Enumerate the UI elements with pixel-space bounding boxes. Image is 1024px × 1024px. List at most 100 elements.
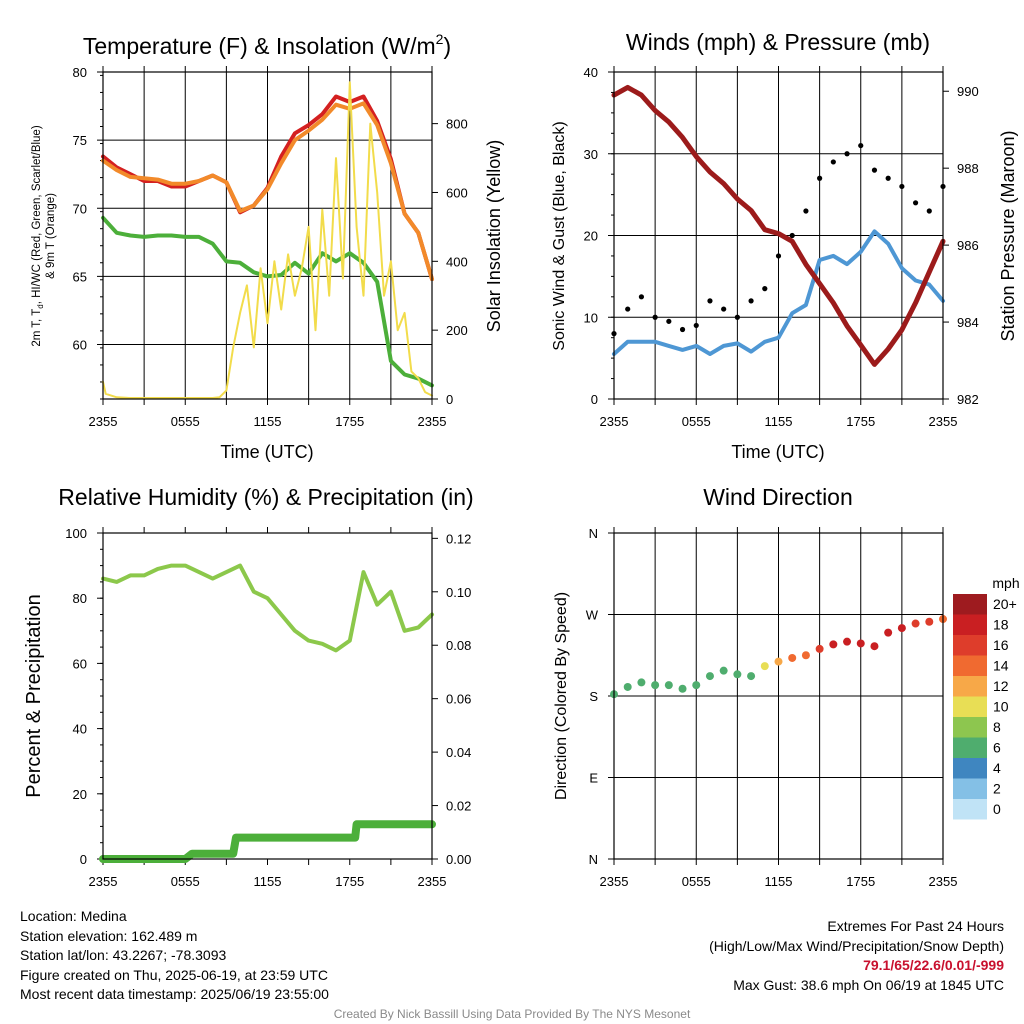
colorbar-label: 12	[993, 678, 1009, 694]
series-line	[102, 81, 433, 399]
colorbar-label: 2	[993, 781, 1001, 797]
data-point	[666, 318, 672, 324]
y2-tick-label: 986	[957, 238, 979, 253]
series-line	[99, 820, 436, 863]
y-tick-label: E	[589, 771, 598, 786]
extremes-values: 79.1/65/22.6/0.01/-999	[863, 957, 1004, 973]
y-tick-label: 100	[65, 526, 87, 541]
colorbar-label: 16	[993, 637, 1009, 653]
data-point	[815, 644, 824, 653]
temperature-ylabel-left-line2: & 9m T (Orange)	[45, 193, 57, 279]
y-tick-label: N	[589, 526, 598, 541]
humidity-ylabel-left: Percent & Precipitation	[23, 594, 45, 797]
y2-tick-label: 0.02	[446, 799, 471, 814]
colorbar-label: 10	[993, 699, 1009, 715]
x-tick-label: 2355	[929, 874, 958, 889]
data-point	[775, 253, 782, 259]
y2-tick-label: 0.06	[446, 692, 471, 707]
data-point	[652, 314, 658, 320]
max-gust: Max Gust: 38.6 mph On 06/19 at 1845 UTC	[733, 976, 1004, 993]
x-tick-label: 1755	[846, 414, 875, 429]
y-tick-label: 0	[80, 852, 87, 867]
colorbar-swatch	[953, 758, 987, 779]
data-point	[774, 657, 783, 666]
y2-tick-label: 400	[446, 254, 468, 269]
extremes-info: Extremes For Past 24 Hours (High/Low/Max…	[709, 917, 1004, 995]
temperature-xlabel: Time (UTC)	[220, 442, 313, 462]
y-tick-label: 75	[73, 133, 87, 148]
station-elevation: Station elevation: 162.489 m	[20, 927, 198, 944]
x-tick-label: 2355	[600, 414, 629, 429]
data-point	[856, 639, 865, 648]
x-tick-label: 1755	[846, 874, 875, 889]
data-point	[721, 306, 727, 312]
colorbar-swatch	[953, 614, 987, 635]
data-point	[734, 314, 740, 320]
x-tick-label: 2355	[600, 874, 629, 889]
colorbar-swatch	[953, 655, 987, 676]
x-tick-label: 2355	[929, 414, 958, 429]
series-line	[101, 101, 434, 282]
data-point	[705, 672, 714, 681]
y-tick-label: N	[589, 852, 598, 867]
data-point	[843, 637, 852, 646]
data-point	[760, 662, 769, 671]
colorbar-label: 14	[993, 658, 1009, 674]
temperature-title: Temperature (F) & Insolation (W/m2)	[83, 31, 451, 59]
winds-ylabel-left: Sonic Wind & Gust (Blue, Black)	[551, 121, 568, 350]
data-point	[912, 200, 919, 206]
extremes-fields: (High/Low/Max Wind/Precipitation/Snow De…	[709, 937, 1004, 954]
data-point	[817, 175, 823, 181]
colorbar-swatch	[953, 737, 987, 758]
station-location: Location: Medina	[20, 908, 127, 924]
data-point	[678, 684, 687, 693]
y2-tick-label: 0.00	[446, 852, 471, 867]
y2-tick-label: 800	[446, 117, 468, 132]
data-point	[679, 326, 686, 333]
station-info: Location: Medina Station elevation: 162.…	[20, 907, 329, 1005]
data-point	[693, 322, 699, 329]
data-point	[925, 617, 934, 626]
colorbar-label: 6	[993, 740, 1001, 756]
plot-frame	[102, 532, 433, 860]
x-tick-label: 2355	[418, 414, 447, 429]
data-point	[733, 670, 742, 679]
data-point	[830, 159, 836, 165]
series-line	[101, 215, 434, 388]
x-tick-label: 1155	[765, 874, 793, 889]
y-tick-label: W	[586, 608, 599, 623]
colorbar-swatch	[953, 799, 987, 820]
y2-tick-label: 600	[446, 185, 468, 200]
data-point	[707, 298, 713, 304]
data-point	[623, 682, 632, 691]
data-point	[911, 619, 920, 628]
data-point	[885, 175, 891, 181]
y-tick-label: 70	[73, 201, 87, 216]
temperature-ylabel-right: Solar Insolation (Yellow)	[484, 140, 504, 332]
panel-1: 0 10 20 30 40 982 984 986 988 990 2355 0555 1155 1755…	[584, 65, 979, 429]
colorbar-swatch	[953, 594, 987, 615]
y2-tick-label: 984	[957, 315, 979, 330]
data-point	[664, 681, 673, 690]
data-point	[637, 678, 646, 687]
x-tick-label: 1155	[765, 414, 793, 429]
y-tick-label: 60	[73, 656, 87, 671]
y-tick-label: 0	[591, 392, 598, 407]
x-tick-label: 0555	[682, 414, 711, 429]
y-tick-label: S	[589, 689, 598, 704]
data-point	[844, 151, 850, 157]
data-point	[871, 167, 878, 173]
data-point	[625, 306, 631, 312]
data-point	[870, 642, 879, 651]
x-tick-label: 2355	[89, 414, 118, 429]
colorbar-swatch	[953, 676, 987, 697]
y2-tick-label: 0.10	[446, 585, 471, 600]
y2-tick-label: 0.08	[446, 638, 471, 653]
temperature-ylabel-left: 2m T, Td, HI/WC (Red, Green, Scarlet/Blu…	[31, 125, 45, 346]
data-point	[692, 681, 701, 690]
x-tick-label: 1155	[254, 414, 282, 429]
extremes-heading: Extremes For Past 24 Hours	[827, 918, 1004, 934]
y2-tick-label: 0	[446, 392, 453, 407]
y-tick-label: 65	[73, 269, 87, 284]
